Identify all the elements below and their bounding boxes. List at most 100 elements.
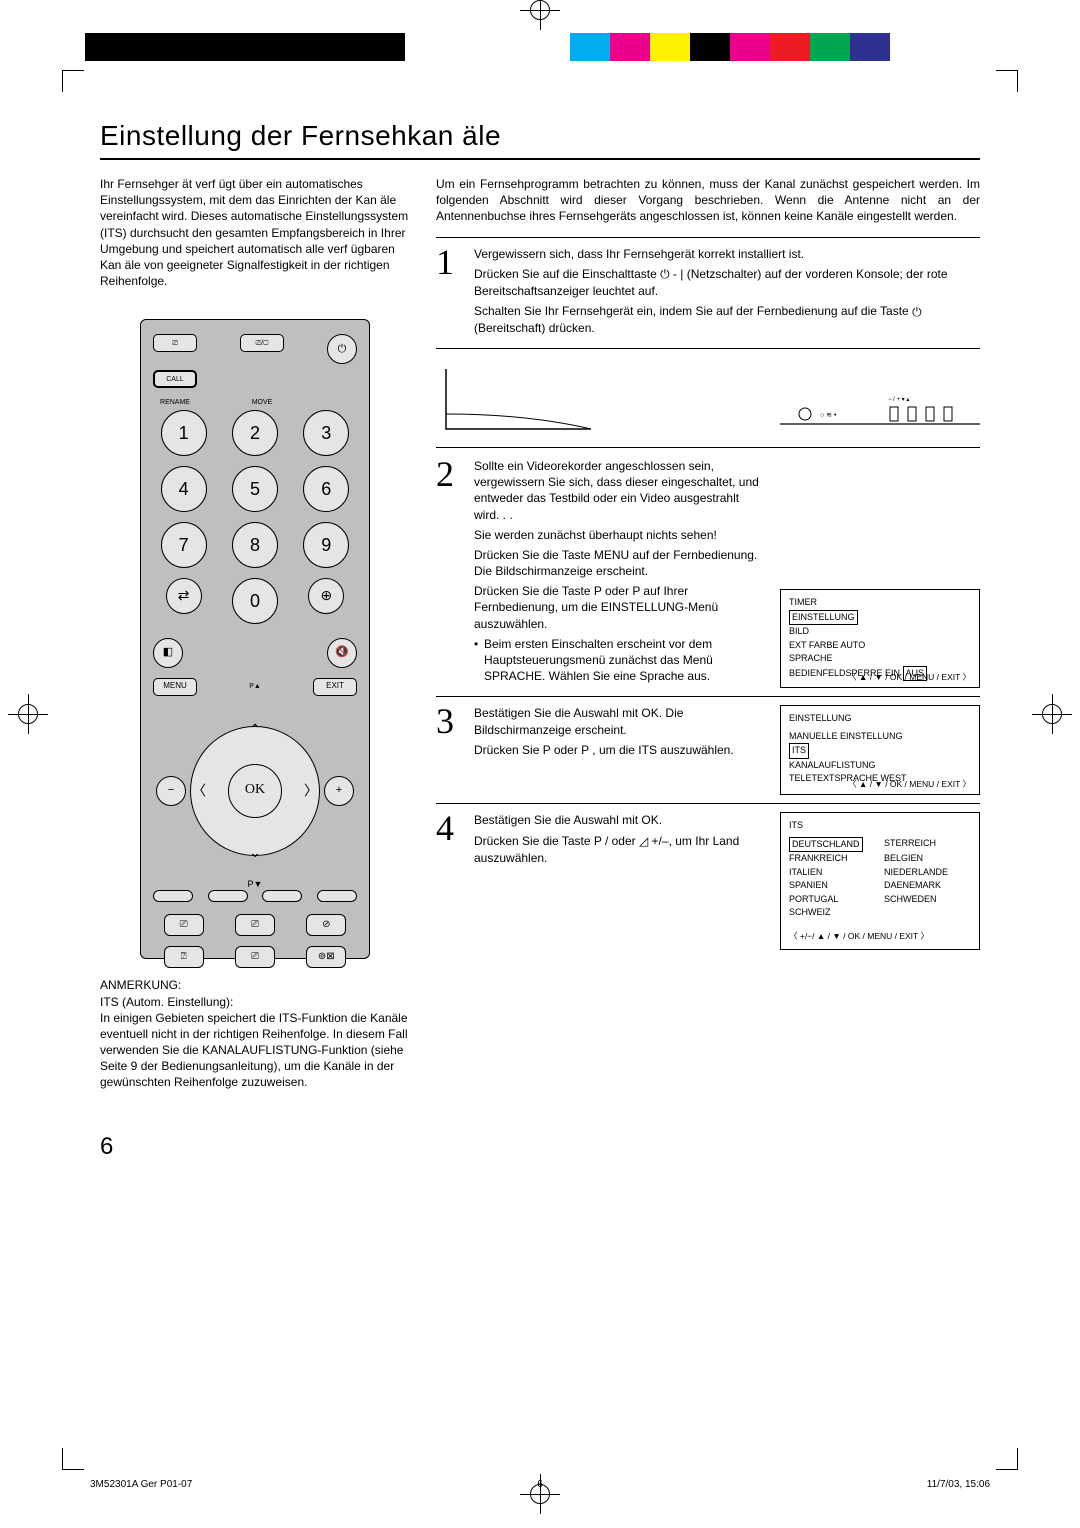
step-2-p1: Sollte ein Videorekorder angeschlossen s… xyxy=(474,458,766,523)
menu2-nav: 〈 ▲ / ▼ / OK / MENU / EXIT 〉 xyxy=(848,778,971,791)
remote-yellow-btn xyxy=(262,890,302,902)
printer-registration-top xyxy=(0,30,1080,80)
menu1-item: TIMER xyxy=(789,596,971,610)
footer-left: 3M52301A Ger P01-07 xyxy=(90,1479,192,1490)
step-3-p1: Bestätigen Sie die Auswahl mit OK. Die B… xyxy=(474,705,766,737)
power-switch-icon: ⏻ - | xyxy=(660,266,683,282)
intro-right: Um ein Fernsehprogramm betrachten zu kön… xyxy=(436,176,980,225)
menu1-nav: 〈 ▲ / ▼ / OK / MENU / EXIT 〉 xyxy=(848,671,971,684)
remote-swap-btn: ⇄ xyxy=(166,578,202,614)
remote-red-btn xyxy=(153,890,193,902)
page: Einstellung der Fernsehkan äle Ihr Ferns… xyxy=(0,0,1080,1528)
remote-key-2: 2 xyxy=(232,410,278,456)
crosshair-top xyxy=(520,0,560,30)
note-heading: ANMERKUNG: xyxy=(100,977,410,993)
remote-av-btn: ⊕ xyxy=(308,578,344,614)
osd-menu-einstellung: EINSTELLUNG MANUELLE EINSTELLUNGITSKANAL… xyxy=(780,705,980,795)
note-sub: ITS (Autom. Einstellung): xyxy=(100,994,410,1010)
remote-func-1: ⎚ xyxy=(164,914,204,936)
menu3-country: SPANIEN xyxy=(789,879,876,893)
dpad-left-icon: 〈 xyxy=(192,781,206,800)
intro-left: Ihr Fernsehger ät verf ügt über ein auto… xyxy=(100,176,410,289)
crop-mark-tr xyxy=(996,70,1018,92)
crop-mark-br xyxy=(996,1448,1018,1470)
remote-exit-btn: EXIT xyxy=(313,678,357,696)
remote-pdown-label: P▼ xyxy=(248,878,263,890)
menu2-item: KANALAUFLISTUNG xyxy=(789,759,971,773)
remote-vol-plus: + xyxy=(324,776,354,806)
remote-func-2: ⎚ xyxy=(235,914,275,936)
menu3-country: STERREICH xyxy=(884,837,971,853)
remote-key-4: 4 xyxy=(161,466,207,512)
menu3-heading: ITS xyxy=(789,819,971,833)
menu3-country: PORTUGAL xyxy=(789,893,876,907)
remote-top-btn-1: ⎚ xyxy=(153,334,197,352)
menu1-item: EINSTELLUNG xyxy=(789,610,971,626)
svg-text:○ ≋ •: ○ ≋ • xyxy=(820,412,837,419)
remote-key-6: 6 xyxy=(303,466,349,512)
content-area: Einstellung der Fernsehkan äle Ihr Ferns… xyxy=(100,120,980,1163)
rule-2 xyxy=(436,696,980,697)
crosshair-left xyxy=(8,694,48,734)
step-2-num: 2 xyxy=(436,458,464,688)
footer: 3M52301A Ger P01-07 6 11/7/03, 15:06 xyxy=(0,1479,1080,1490)
remote-green-btn xyxy=(208,890,248,902)
crosshair-right xyxy=(1032,694,1072,734)
tv-panel-left-icon xyxy=(436,359,596,439)
remote-figure: ⎚ ⎚/▢ ⏻ CALL RENAME MOVE xyxy=(100,319,410,959)
remote-key-7: 7 xyxy=(161,522,207,568)
crop-mark-bl xyxy=(62,1448,84,1470)
left-column: Ihr Fernsehger ät verf ügt über ein auto… xyxy=(100,176,410,1163)
dpad-up-icon: ⌃ xyxy=(249,720,261,739)
standby-icon: ⏻ xyxy=(912,304,922,320)
step-2-p4: Drücken Sie die Taste P oder P auf Ihrer… xyxy=(474,583,766,632)
remote-move-label: MOVE xyxy=(240,398,284,407)
color-registration-bar xyxy=(570,33,890,61)
rule-1 xyxy=(436,237,980,238)
osd-menu-main: TIMEREINSTELLUNGBILDEXT FARBE AUTOSPRACH… xyxy=(780,589,980,688)
vol-icon: ◿ xyxy=(639,833,648,849)
remote-keypad: 1 2 3 4 5 6 7 8 9 ⇄ 0 ⊕ xyxy=(153,410,357,624)
remote-key-9: 9 xyxy=(303,522,349,568)
step-2: 2 Sollte ein Videorekorder angeschlossen… xyxy=(436,458,980,688)
step-2-bullet: Beim ersten Einschalten erscheint vor de… xyxy=(474,636,766,685)
menu3-country: NIEDERLANDE xyxy=(884,866,971,880)
menu1-item: BILD xyxy=(789,625,971,639)
svg-text:− / + ▾ ▴: − / + ▾ ▴ xyxy=(888,397,909,403)
remote-menu-btn: MENU xyxy=(153,678,197,696)
menu3-country xyxy=(884,906,971,920)
remote-color-row xyxy=(153,890,357,902)
menu2-item: MANUELLE EINSTELLUNG xyxy=(789,730,971,744)
step-1-p1: Vergewissern sich, dass Ihr Fernsehgerät… xyxy=(474,246,980,262)
remote-key-3: 3 xyxy=(303,410,349,456)
step-1-p2: Drücken Sie auf die Einschalttaste ⏻ - |… xyxy=(474,266,980,299)
step-4-num: 4 xyxy=(436,812,464,949)
menu2-item: ITS xyxy=(789,743,971,759)
remote-control: ⎚ ⎚/▢ ⏻ CALL RENAME MOVE xyxy=(140,319,370,959)
remote-rename-label: RENAME xyxy=(153,398,197,407)
remote-vol-minus: − xyxy=(156,776,186,806)
menu3-country: DAENEMARK xyxy=(884,879,971,893)
step-1: 1 Vergewissern sich, dass Ihr Fernsehger… xyxy=(436,246,980,340)
menu3-country: SCHWEIZ xyxy=(789,906,876,920)
dpad-down-icon: ⌄ xyxy=(249,843,261,862)
remote-mute-btn: 🔇 xyxy=(327,638,357,668)
remote-call-btn: CALL xyxy=(153,370,197,388)
remote-key-1: 1 xyxy=(161,410,207,456)
right-column: Um ein Fernsehprogramm betrachten zu kön… xyxy=(436,176,980,1163)
remote-dpad: OK ⌃ ⌄ 〈 〉 − + P▼ xyxy=(160,706,350,876)
step-2-p3: Drücken Sie die Taste MENU auf der Fernb… xyxy=(474,547,766,579)
footer-right: 11/7/03, 15:06 xyxy=(927,1479,990,1490)
menu1-item: EXT FARBE AUTO xyxy=(789,639,971,653)
menu1-item: SPRACHE xyxy=(789,652,971,666)
remote-key-5: 5 xyxy=(232,466,278,512)
remote-sound-btn: ◧ xyxy=(153,638,183,668)
black-registration-bar xyxy=(85,33,405,61)
menu3-country: DEUTSCHLAND xyxy=(789,837,876,853)
step-3: 3 Bestätigen Sie die Auswahl mit OK. Die… xyxy=(436,705,980,795)
menu3-country: ITALIEN xyxy=(789,866,876,880)
remote-func-3: ⊘ xyxy=(306,914,346,936)
remote-power-btn: ⏻ xyxy=(327,334,357,364)
rule-3 xyxy=(436,803,980,804)
step-1-p3: Schalten Sie Ihr Fernsehgerät ein, indem… xyxy=(474,303,980,336)
